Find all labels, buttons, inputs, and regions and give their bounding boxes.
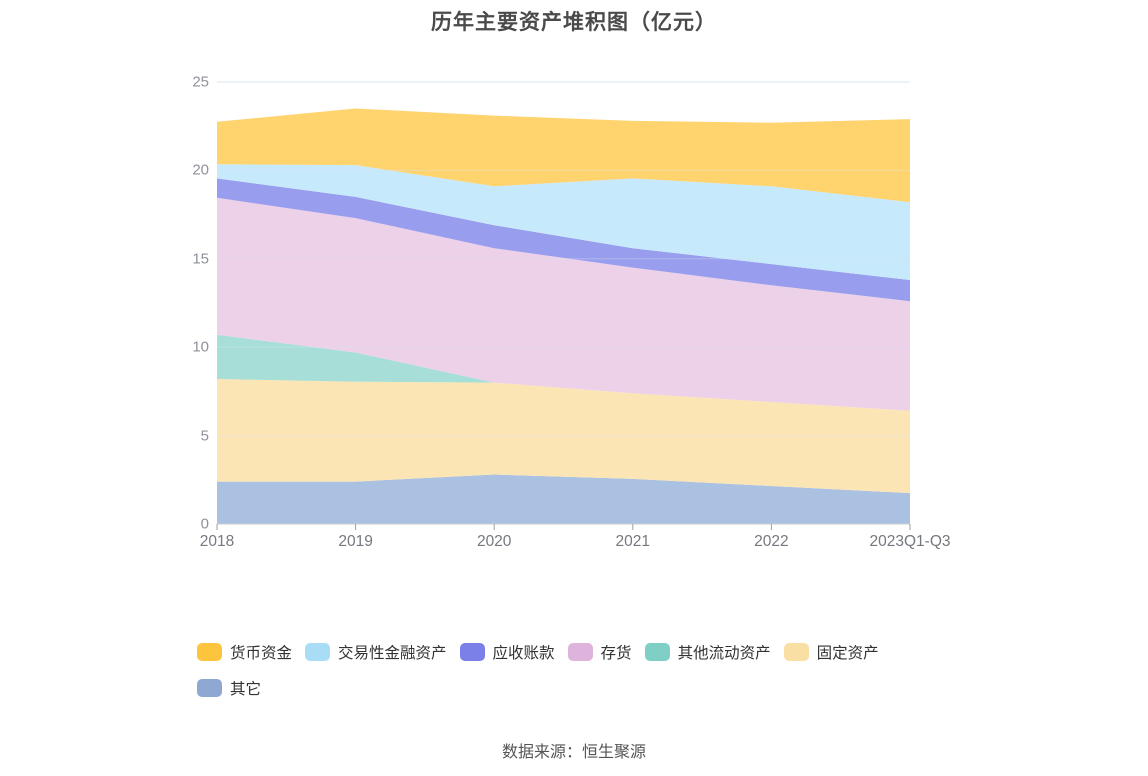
page-title: 历年主要资产堆积图（亿元） xyxy=(431,11,717,34)
legend-swatch-monetary-funds xyxy=(197,643,222,661)
x-axis-tick-label: 2023Q1-Q3 xyxy=(869,533,951,550)
legend-item-trading-financial-assets[interactable]: 交易性金融资产 xyxy=(305,641,447,663)
area-series-accounts-receivable[interactable] xyxy=(217,178,910,302)
legend-swatch-accounts-receivable xyxy=(459,643,485,661)
legend-swatch-trading-financial-assets xyxy=(305,643,331,661)
legend-row: 货币资金 交易性金融资产 应收账款 存货 其他流动资产 固定资产 xyxy=(197,641,892,663)
legend-item-monetary-funds[interactable]: 货币资金 xyxy=(197,641,292,663)
area-series-trading-financial-assets[interactable] xyxy=(217,164,910,280)
x-axis-tick-label: 2020 xyxy=(476,533,512,550)
x-axis: 2018 2019 2020 2021 2022 2023Q1-Q3 xyxy=(200,533,951,557)
area-series-other-current-assets[interactable] xyxy=(217,334,910,411)
legend-swatch-others xyxy=(197,679,222,697)
legend-label: 货币资金 xyxy=(230,645,293,662)
legend-swatch-other-current-assets xyxy=(644,643,670,661)
legend-label: 其他流动资产 xyxy=(677,645,771,662)
y-axis-tick-label: 10 xyxy=(192,338,209,356)
legend-item-inventory[interactable]: 存货 xyxy=(567,641,632,663)
legend-row: 其它 xyxy=(197,677,892,699)
area-series-inventory[interactable] xyxy=(217,197,910,411)
area-series-fixed-assets[interactable] xyxy=(217,379,910,494)
legend-item-fixed-assets[interactable]: 固定资产 xyxy=(783,641,879,663)
y-axis: 0 5 10 15 20 25 xyxy=(0,74,209,533)
legend-swatch-fixed-assets xyxy=(783,643,809,661)
x-axis-tick-label: 2021 xyxy=(615,533,651,550)
x-axis-tick-label: 2018 xyxy=(199,533,235,550)
legend-item-other-current-assets[interactable]: 其他流动资产 xyxy=(644,641,771,663)
data-source-note: 数据来源：恒生聚源 xyxy=(501,744,646,761)
y-axis-tick-label: 15 xyxy=(192,250,209,268)
legend-label: 交易性金融资产 xyxy=(338,645,447,662)
x-axis-tick-label: 2019 xyxy=(338,533,373,550)
y-axis-tick-label: 0 xyxy=(200,515,209,533)
y-axis-tick-label: 25 xyxy=(192,73,209,91)
stacked-area-chart[interactable] xyxy=(216,81,911,530)
legend-item-others[interactable]: 其它 xyxy=(197,677,261,699)
legend-label: 固定资产 xyxy=(816,645,879,662)
legend-swatch-inventory xyxy=(567,643,593,661)
legend-label: 其它 xyxy=(230,681,262,698)
legend-item-accounts-receivable[interactable]: 应收账款 xyxy=(459,641,555,663)
legend-label: 存货 xyxy=(600,645,632,662)
area-series-others[interactable] xyxy=(217,474,910,525)
area-series-monetary-funds[interactable] xyxy=(217,108,910,203)
y-axis-tick-label: 5 xyxy=(200,427,209,445)
chart-legend: 货币资金 交易性金融资产 应收账款 存货 其他流动资产 固定资产其它 xyxy=(197,641,892,713)
x-axis-tick-label: 2022 xyxy=(754,533,789,550)
y-axis-tick-label: 20 xyxy=(192,161,209,179)
legend-label: 应收账款 xyxy=(492,645,555,662)
